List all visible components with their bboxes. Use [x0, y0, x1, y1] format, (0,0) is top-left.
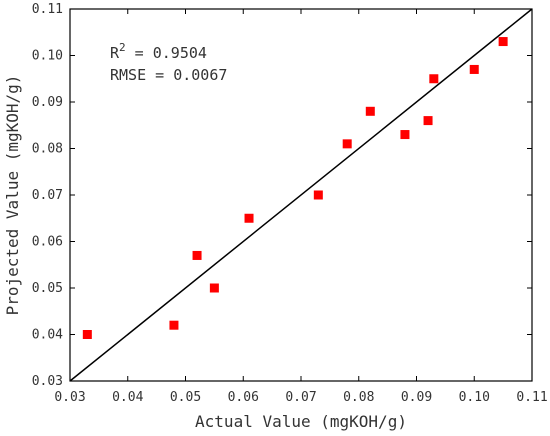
data-point — [423, 116, 433, 126]
data-point — [400, 130, 410, 140]
x-tick-label: 0.04 — [112, 390, 143, 405]
data-point — [313, 190, 323, 200]
y-tick-label: 0.10 — [32, 49, 63, 64]
x-tick-label: 0.05 — [170, 390, 201, 405]
x-axis-title: Actual Value (mgKOH/g) — [195, 412, 407, 431]
x-tick-label: 0.08 — [343, 390, 374, 405]
r2-annotation: R2 = 0.9504 — [110, 41, 207, 62]
x-tick-label: 0.07 — [285, 390, 316, 405]
data-point — [469, 64, 479, 74]
data-point — [169, 320, 179, 330]
y-tick-label: 0.08 — [32, 142, 63, 157]
y-tick-labels: 0.03 0.04 0.05 0.06 0.07 0.08 0.09 0.10 0.11 — [32, 2, 63, 389]
y-tick-label: 0.04 — [32, 328, 63, 343]
x-tick-labels: 0.03 0.04 0.05 0.06 0.07 0.08 0.09 0.10 0.11 — [54, 390, 547, 405]
data-points — [82, 37, 508, 339]
rmse-annotation: RMSE = 0.0067 — [110, 66, 227, 84]
y-tick-label: 0.07 — [32, 188, 63, 203]
y-tick-label: 0.11 — [32, 2, 63, 17]
data-point — [209, 283, 219, 293]
reference-line — [69, 8, 533, 382]
data-point — [365, 106, 375, 116]
y-tick-label: 0.03 — [32, 374, 63, 389]
r2-superscript: 2 — [119, 41, 126, 54]
y-tick-label: 0.06 — [32, 235, 63, 250]
y-tick-label: 0.09 — [32, 95, 63, 110]
data-point — [342, 139, 352, 149]
x-tick-label: 0.10 — [459, 390, 490, 405]
x-tick-label: 0.09 — [401, 390, 432, 405]
y-axis-title: Projected Value (mgKOH/g) — [3, 75, 22, 316]
data-point — [498, 37, 508, 47]
data-point — [244, 213, 254, 223]
data-point — [429, 74, 439, 84]
x-tick-label: 0.03 — [54, 390, 85, 405]
data-point — [82, 330, 92, 339]
x-tick-label: 0.06 — [228, 390, 259, 405]
x-tick-label: 0.11 — [516, 390, 547, 405]
axis-ticks — [69, 8, 533, 382]
data-point — [192, 250, 202, 260]
y-tick-label: 0.05 — [32, 281, 63, 296]
